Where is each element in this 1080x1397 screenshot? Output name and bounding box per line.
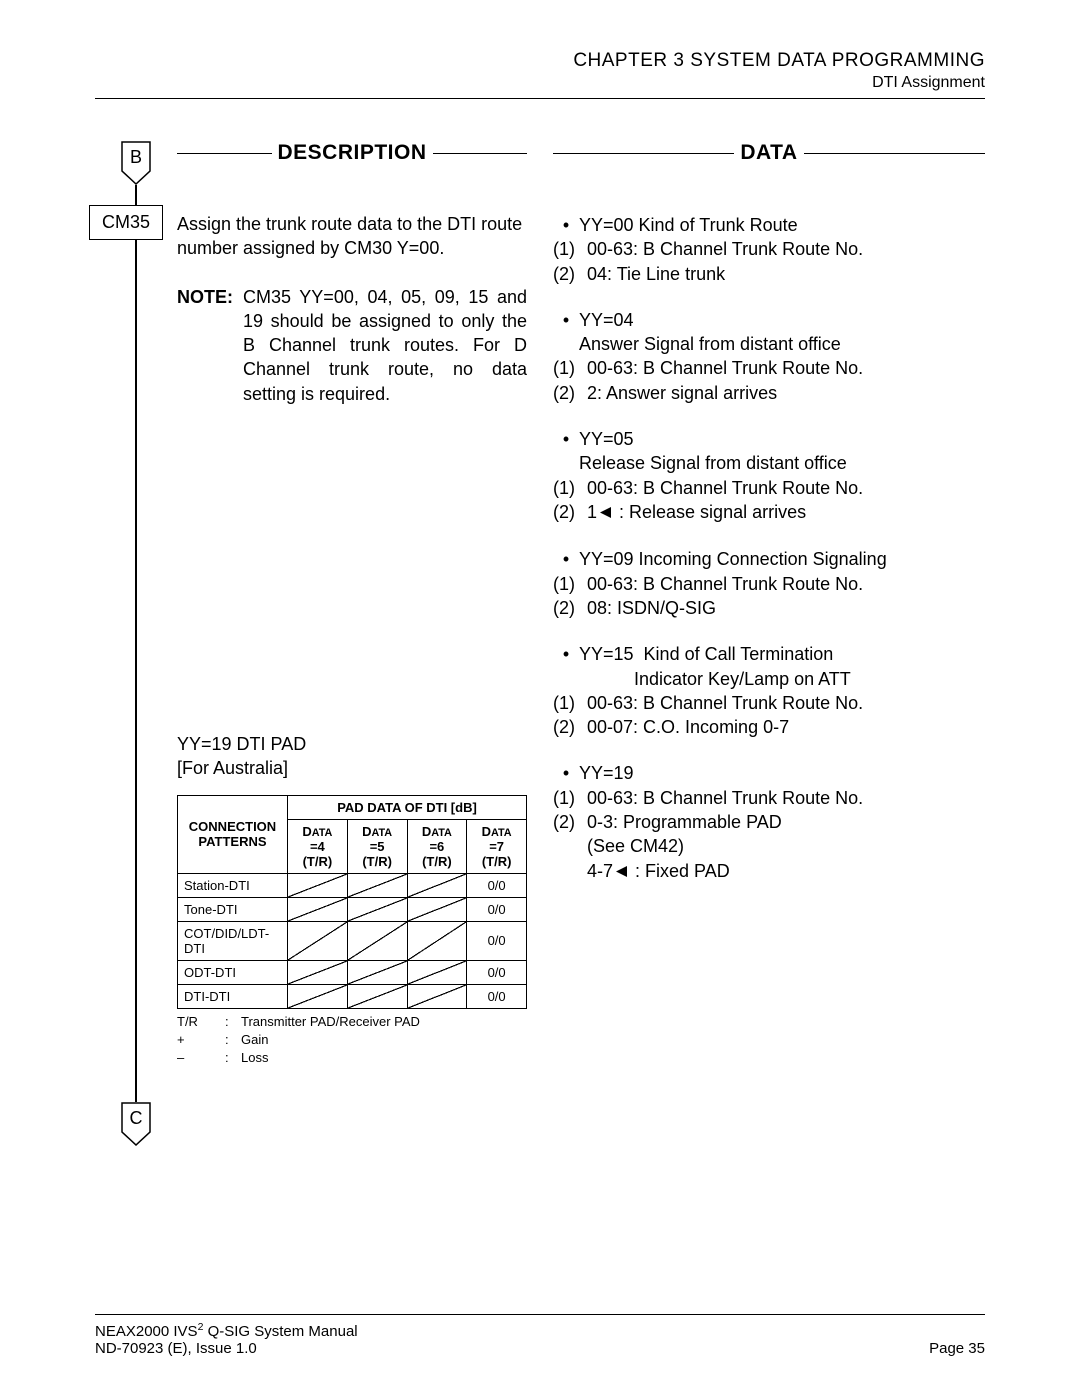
extra-line: (See CM42) [553, 834, 985, 858]
connector-b-label: B [130, 147, 142, 167]
left-triangle-icon [599, 501, 612, 525]
flow-step-cm35: CM35 [89, 205, 163, 240]
flow-line [135, 181, 137, 1106]
legend-row: –:Loss [177, 1049, 527, 1067]
bullet-line: Release Signal from distant office [553, 451, 985, 475]
table-row: DTI-DTI0/0 [178, 984, 527, 1008]
footer-left: NEAX2000 IVS2 Q-SIG System Manual ND-709… [95, 1321, 358, 1357]
bullet-line: •YY=05 [553, 427, 985, 451]
numbered-line: (1)00-63: B Channel Trunk Route No. [553, 237, 985, 261]
flow-connector-start: B [121, 141, 151, 185]
chapter-title: CHAPTER 3 SYSTEM DATA PROGRAMMING [95, 50, 985, 72]
connector-c-label: C [130, 1108, 143, 1128]
table-row: Station-DTI0/0 [178, 873, 527, 897]
footer-page: Page 35 [929, 1340, 985, 1357]
extra-line: 4-7 : Fixed PAD [553, 859, 985, 884]
footer-rule [95, 1314, 985, 1315]
numbered-line: (2)04: Tie Line trunk [553, 262, 985, 286]
pad-table: CONNECTION PATTERNS PAD DATA OF DTI [dB]… [177, 795, 527, 1009]
numbered-line: (1)00-63: B Channel Trunk Route No. [553, 786, 985, 810]
pad-top-header: PAD DATA OF DTI [dB] [288, 795, 527, 819]
numbered-line: (2)00-07: C.O. Incoming 0-7 [553, 715, 985, 739]
data-header: DATA [553, 141, 985, 165]
legend-row: +:Gain [177, 1031, 527, 1049]
data-block: •YY=04Answer Signal from distant office(… [553, 308, 985, 405]
table-row: ODT-DTI0/0 [178, 960, 527, 984]
numbered-line: (2)08: ISDN/Q-SIG [553, 596, 985, 620]
description-header: DESCRIPTION [177, 141, 527, 165]
data-block: •YY=00 Kind of Trunk Route(1)00-63: B Ch… [553, 213, 985, 286]
header-rule [95, 98, 985, 99]
pad-row-header: CONNECTION PATTERNS [178, 795, 288, 873]
assign-paragraph: Assign the trunk route data to the DTI r… [177, 213, 527, 261]
bullet-line: •YY=09 Incoming Connection Signaling [553, 547, 985, 571]
left-triangle-icon [615, 860, 628, 884]
numbered-line: (2)2: Answer signal arrives [553, 381, 985, 405]
data-block: •YY=15 Kind of Call Termination Indicato… [553, 642, 985, 739]
numbered-line: (1)00-63: B Channel Trunk Route No. [553, 356, 985, 380]
data-block: •YY=19(1)00-63: B Channel Trunk Route No… [553, 761, 985, 884]
table-row: COT/DID/LDT-DTI0/0 [178, 921, 527, 960]
section-title: DTI Assignment [95, 74, 985, 92]
page-header: CHAPTER 3 SYSTEM DATA PROGRAMMING DTI As… [95, 50, 985, 99]
bullet-line: •YY=04 [553, 308, 985, 332]
legend-row: T/R:Transmitter PAD/Receiver PAD [177, 1013, 527, 1031]
numbered-line: (2)0-3: Programmable PAD [553, 810, 985, 834]
data-block: •YY=05Release Signal from distant office… [553, 427, 985, 525]
description-column: DESCRIPTION Assign the trunk route data … [177, 141, 527, 1146]
data-block: •YY=09 Incoming Connection Signaling(1)0… [553, 547, 985, 620]
numbered-line: (1)00-63: B Channel Trunk Route No. [553, 476, 985, 500]
bullet-line: Answer Signal from distant office [553, 332, 985, 356]
numbered-line: (2)1 : Release signal arrives [553, 500, 985, 525]
flow-column: B CM35 C [95, 141, 177, 1146]
numbered-line: (1)00-63: B Channel Trunk Route No. [553, 691, 985, 715]
bullet-line: •YY=00 Kind of Trunk Route [553, 213, 985, 237]
note-text: CM35 YY=00, 04, 05, 09, 15 and 19 should… [243, 285, 527, 406]
numbered-line: (1)00-63: B Channel Trunk Route No. [553, 572, 985, 596]
bullet-line: Indicator Key/Lamp on ATT [553, 667, 985, 691]
data-column: DATA •YY=00 Kind of Trunk Route(1)00-63:… [553, 141, 985, 1146]
note-label: NOTE: [177, 285, 233, 406]
bullet-line: •YY=15 Kind of Call Termination [553, 642, 985, 666]
page-footer: NEAX2000 IVS2 Q-SIG System Manual ND-709… [95, 1314, 985, 1357]
pad-heading: YY=19 DTI PAD [For Australia] [177, 732, 527, 781]
bullet-line: •YY=19 [553, 761, 985, 785]
flow-connector-end: C [121, 1102, 151, 1146]
pad-legend: T/R:Transmitter PAD/Receiver PAD+:Gain–:… [177, 1013, 527, 1068]
content-area: B CM35 C DESCRIP [95, 141, 985, 1146]
note-block: NOTE: CM35 YY=00, 04, 05, 09, 15 and 19 … [177, 285, 527, 406]
table-row: Tone-DTI0/0 [178, 897, 527, 921]
